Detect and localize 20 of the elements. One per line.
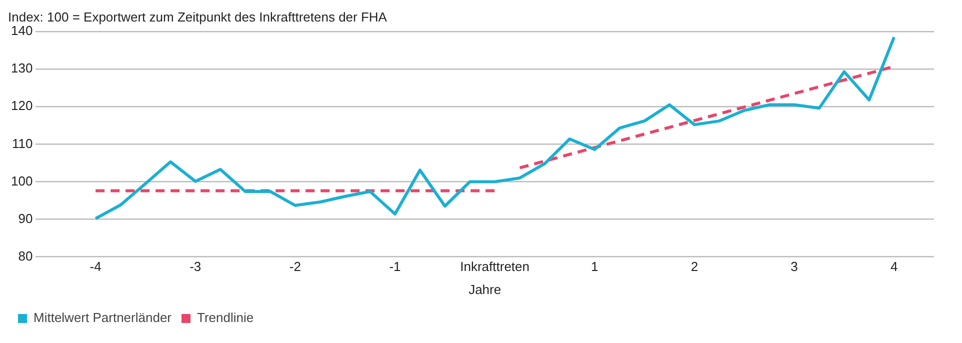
x-axis-title: Jahre (468, 282, 502, 297)
y-tick-label: 90 (18, 210, 33, 226)
y-axis-title: Index: 100 = Exportwert zum Zeitpunkt des Inkrafttretens der FHA (8, 9, 388, 24)
x-tick-label: 4 (890, 259, 898, 274)
x-tick-label: 3 (790, 259, 798, 274)
x-tick-label: 1 (591, 259, 598, 274)
legend-label: Mittelwert Partnerländer (34, 310, 172, 326)
y-tick-label: 140 (10, 23, 33, 38)
y-tick-label: 110 (12, 136, 33, 151)
x-tick-label: 2 (690, 259, 698, 274)
x-tick-label: -3 (190, 259, 202, 274)
x-tick-label: Inkrafttreten (460, 259, 530, 274)
x-tick-label: -4 (90, 259, 102, 274)
y-tick-label: 130 (10, 60, 33, 76)
y-tick-label: 80 (18, 248, 33, 264)
x-tick-label: -1 (389, 259, 401, 274)
y-tick-label: 100 (10, 173, 33, 188)
y-tick-label: 120 (10, 98, 33, 114)
x-tick-label: -2 (289, 259, 301, 274)
legend-label: Trendlinie (197, 310, 254, 326)
